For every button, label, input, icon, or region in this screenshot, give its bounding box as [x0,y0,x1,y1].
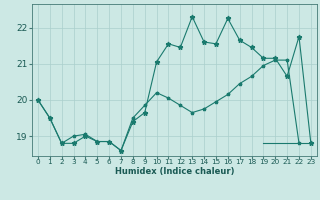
X-axis label: Humidex (Indice chaleur): Humidex (Indice chaleur) [115,167,234,176]
